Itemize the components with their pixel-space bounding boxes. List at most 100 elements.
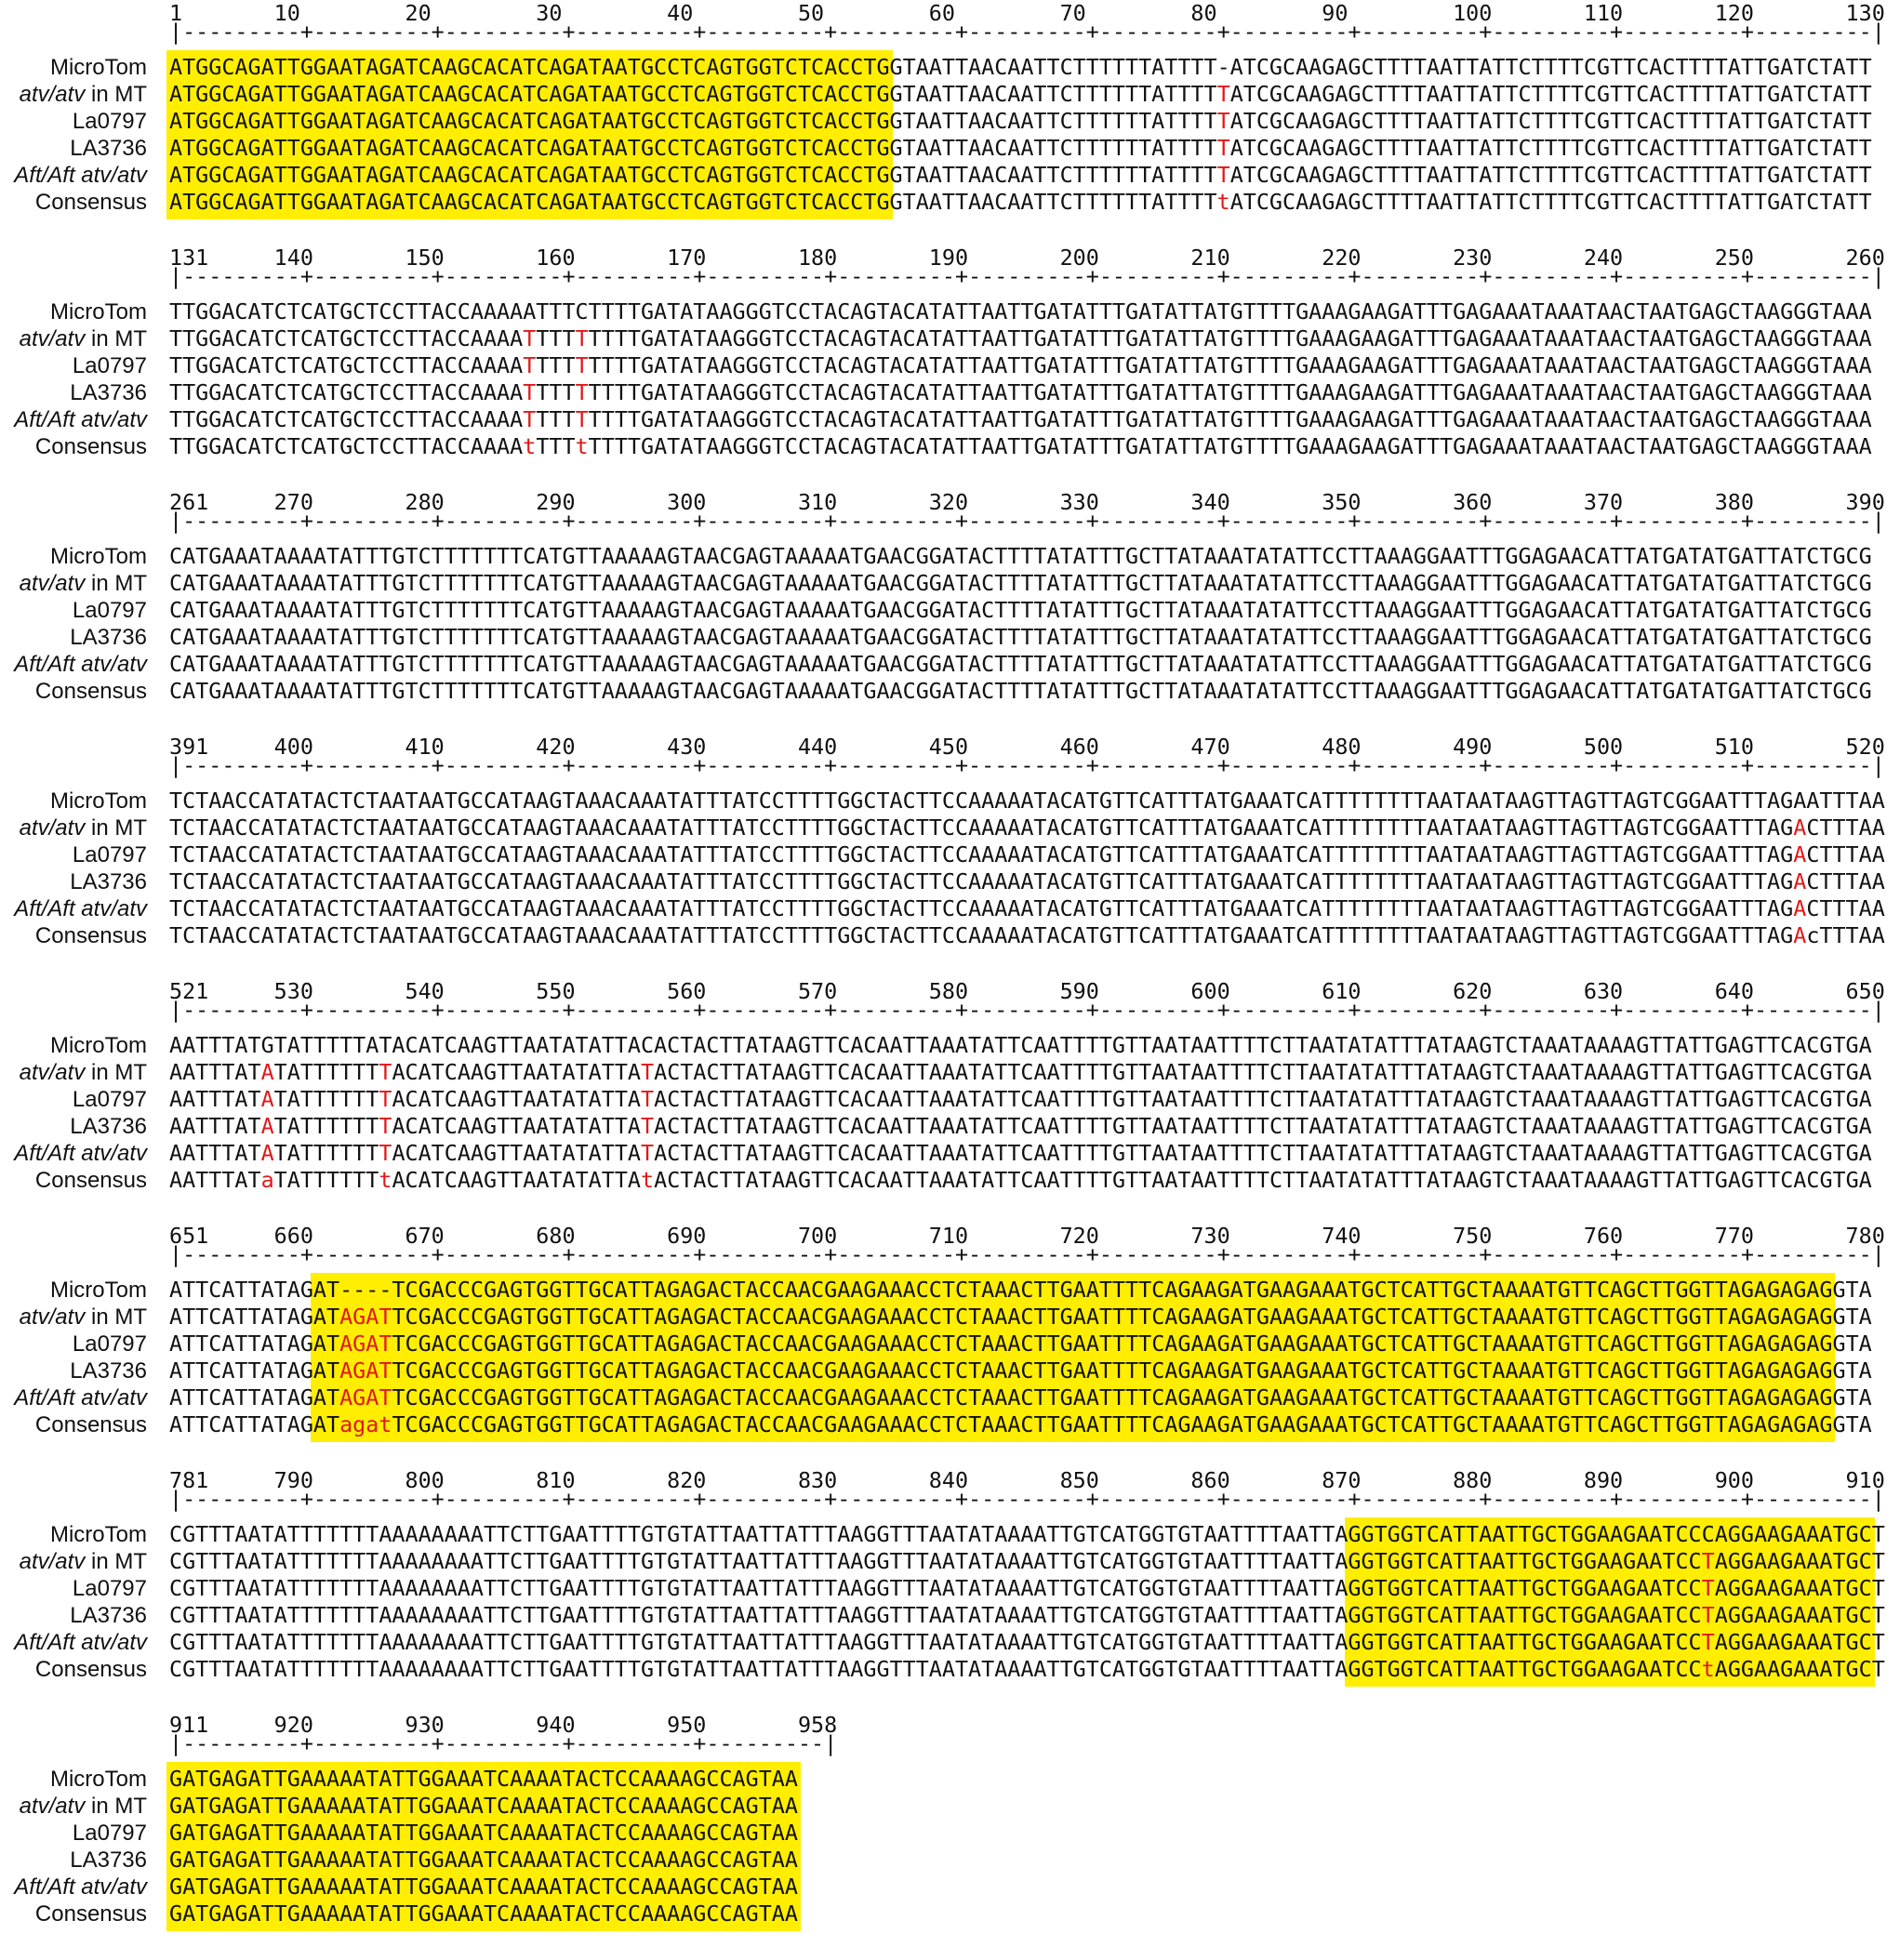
- sequence-label: LA3736: [0, 624, 147, 651]
- variant-base: a: [260, 1167, 274, 1193]
- variant-base: T: [1216, 108, 1230, 134]
- sequence-row: CATGAAATAAAATATTTGTCTTTTTTTCATGTTAAAAAGT…: [169, 624, 1872, 650]
- sequence-label-name: atv/atv: [19, 1304, 86, 1330]
- sequence-label: LA3736: [0, 1113, 147, 1140]
- sequence-label: Consensus: [0, 189, 147, 216]
- sequence-label: Aft/Aft atv/atv: [0, 1874, 147, 1900]
- sequence-row: TCTAACCATATACTCTAATAATGCCATAAGTAAACAAATA…: [169, 922, 1885, 948]
- sequence-label-name: LA3736: [70, 1603, 147, 1628]
- sequence-label-name: LA3736: [70, 1847, 147, 1873]
- sequence-row: ATGGCAGATTGGAATAGATCAAGCACATCAGATAATGCCT…: [169, 54, 1872, 80]
- sequence-row: TTGGACATCTCATGCTCCTTACCAAAATTTTTTTTTGATA…: [169, 352, 1872, 378]
- sequence-row: ATGGCAGATTGGAATAGATCAAGCACATCAGATAATGCCT…: [169, 108, 1872, 134]
- alignment-block: 781 790 800 810 820 830 840 850 860 870 …: [0, 1467, 1900, 1712]
- sequence-label: La0797: [0, 108, 147, 135]
- sequence-label-name: La0797: [72, 353, 147, 378]
- sequence-row: ATTCATTATAGATagatTCGACCCGAGTGGTTGCATTAGA…: [169, 1411, 1872, 1437]
- sequence-row: TCTAACCATATACTCTAATAATGCCATAAGTAAACAAATA…: [169, 868, 1885, 894]
- variant-base: T: [379, 1384, 392, 1410]
- sequence-label-name: Consensus: [34, 190, 147, 215]
- sequence-label: Consensus: [0, 678, 147, 705]
- variant-base: T: [523, 352, 537, 378]
- variant-base: T: [379, 1113, 392, 1139]
- variant-base: a: [365, 1411, 379, 1437]
- sequence-label: MicroTom: [0, 788, 147, 814]
- position-ruler: |---------+---------+---------+---------…: [169, 1730, 838, 1756]
- variant-base: T: [1216, 135, 1230, 161]
- variant-base: A: [339, 1357, 353, 1384]
- sequence-label-name: Consensus: [34, 1901, 147, 1927]
- variant-base: A: [365, 1331, 379, 1357]
- variant-base: T: [1216, 81, 1230, 107]
- sequence-row: ATTCATTATAGATAGATTCGACCCGAGTGGTTGCATTAGA…: [169, 1331, 1872, 1357]
- sequence-row: ATGGCAGATTGGAATAGATCAAGCACATCAGATAATGCCT…: [169, 81, 1872, 107]
- alignment-block: 1 10 20 30 40 50 60 70 80 90 100 110 120…: [0, 0, 1900, 245]
- variant-base: T: [379, 1140, 392, 1166]
- sequence-label: LA3736: [0, 379, 147, 406]
- sequence-label-name: La0797: [72, 1087, 147, 1112]
- sequence-row: GATGAGATTGAAAAATATTGGAAATCAAAATACTCCAAAA…: [169, 1766, 798, 1792]
- sequence-label-suffix: in MT: [85, 1549, 147, 1574]
- sequence-row: GATGAGATTGAAAAATATTGGAAATCAAAATACTCCAAAA…: [169, 1820, 798, 1846]
- sequence-label: Aft/Aft atv/atv: [0, 406, 147, 433]
- sequence-label: MicroTom: [0, 298, 147, 325]
- sequence-row: AATTTATGTATTTTTATACATCAAGTTAATATATTACACT…: [169, 1032, 1872, 1058]
- sequence-label-suffix: in MT: [85, 1794, 147, 1819]
- sequence-label-name: Aft/Aft atv/atv: [14, 652, 147, 677]
- alignment-block: 521 530 540 550 560 570 580 590 600 610 …: [0, 978, 1900, 1223]
- variant-base: t: [379, 1411, 392, 1437]
- sequence-row: CATGAAATAAAATATTTGTCTTTTTTTCATGTTAAAAAGT…: [169, 543, 1872, 569]
- sequence-label: MicroTom: [0, 1521, 147, 1548]
- sequence-label: La0797: [0, 1575, 147, 1602]
- sequence-label-name: Aft/Aft atv/atv: [14, 1630, 147, 1655]
- sequence-label: Aft/Aft atv/atv: [0, 895, 147, 922]
- sequence-row: CGTTTAATATTTTTTTAAAAAAAATTCTTGAATTTTGTGT…: [169, 1656, 1885, 1682]
- sequence-row: ATGGCAGATTGGAATAGATCAAGCACATCAGATAATGCCT…: [169, 189, 1872, 215]
- sequence-label-name: La0797: [72, 1821, 147, 1846]
- position-numbers: 521 530 540 550 560 570 580 590 600 610 …: [169, 978, 1885, 1004]
- exon-highlight: [310, 1273, 1836, 1442]
- variant-base: T: [1701, 1548, 1715, 1574]
- sequence-label-name: atv/atv: [19, 1060, 86, 1085]
- sequence-row: ATTCATTATAGATAGATTCGACCCGAGTGGTTGCATTAGA…: [169, 1384, 1872, 1410]
- position-ruler: |---------+---------+---------+---------…: [169, 1241, 1885, 1267]
- position-ruler: |---------+---------+---------+---------…: [169, 263, 1885, 289]
- variant-base: A: [339, 1304, 353, 1330]
- sequence-label: Aft/Aft atv/atv: [0, 162, 147, 189]
- variant-base: T: [379, 1059, 392, 1085]
- sequence-labels: MicroTom atv/atv in MT La0797 LA3736 Aft/Aft…: [0, 1521, 147, 1683]
- sequence-label-name: atv/atv: [19, 1794, 86, 1819]
- sequence-label-name: LA3736: [70, 625, 147, 650]
- sequence-label: atv/atv in MT: [0, 570, 147, 597]
- sequence-row: TCTAACCATATACTCTAATAATGCCATAAGTAAACAAATA…: [169, 895, 1885, 921]
- variant-base: T: [641, 1086, 655, 1112]
- sequence-label-name: atv/atv: [19, 82, 86, 107]
- position-numbers: 391 400 410 420 430 440 450 460 470 480 …: [169, 734, 1885, 760]
- sequence-label-name: LA3736: [70, 1114, 147, 1139]
- variant-base: G: [352, 1357, 366, 1384]
- variant-base: A: [260, 1140, 274, 1166]
- sequence-label-name: Aft/Aft atv/atv: [14, 1874, 147, 1900]
- sequence-row: CATGAAATAAAATATTTGTCTTTTTTTCATGTTAAAAAGT…: [169, 678, 1872, 704]
- alignment-block: 261 270 280 290 300 310 320 330 340 350 …: [0, 489, 1900, 734]
- sequence-label: atv/atv in MT: [0, 1059, 147, 1086]
- position-numbers: 911 920 930 940 950 958: [169, 1712, 838, 1738]
- variant-base: A: [260, 1113, 274, 1139]
- variant-base: T: [1701, 1629, 1715, 1655]
- sequence-row: ATTCATTATAGATAGATTCGACCCGAGTGGTTGCATTAGA…: [169, 1357, 1872, 1384]
- sequence-row: TCTAACCATATACTCTAATAATGCCATAAGTAAACAAATA…: [169, 814, 1885, 841]
- sequence-row: AATTTATATATTTTTTTACATCAAGTTAATATATTATACT…: [169, 1113, 1872, 1139]
- sequence-label-name: Aft/Aft atv/atv: [14, 407, 147, 432]
- sequence-row: ATTCATTATAGAT----TCGACCCGAGTGGTTGCATTAGA…: [169, 1277, 1872, 1303]
- variant-base: T: [641, 1059, 655, 1085]
- sequence-label-name: Aft/Aft atv/atv: [14, 1141, 147, 1166]
- sequence-label: LA3736: [0, 135, 147, 162]
- position-numbers: 1 10 20 30 40 50 60 70 80 90 100 110 120…: [169, 0, 1885, 26]
- variant-base: T: [1216, 162, 1230, 188]
- sequence-label: Consensus: [0, 1411, 147, 1438]
- sequence-label: atv/atv in MT: [0, 81, 147, 108]
- sequence-label-name: MicroTom: [49, 544, 147, 569]
- sequence-label-name: Consensus: [34, 1168, 147, 1193]
- sequence-label: LA3736: [0, 1357, 147, 1384]
- sequence-row: CGTTTAATATTTTTTTAAAAAAAATTCTTGAATTTTGTGT…: [169, 1629, 1885, 1655]
